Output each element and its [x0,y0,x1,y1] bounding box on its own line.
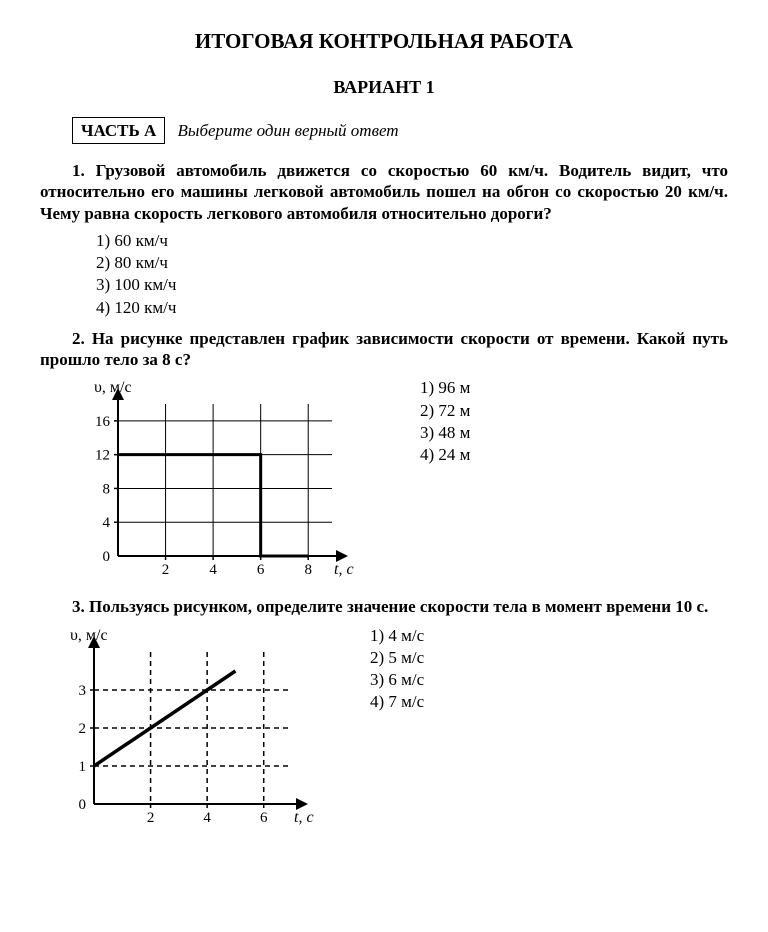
q1-opt-4: 4) 120 км/ч [96,297,728,318]
q2-text: 2. На рисунке представлен график зависим… [40,328,728,371]
q2-chart: 2 4 6 8 0 4 8 12 16 υ, м/с t, с [40,376,380,586]
svg-text:8: 8 [103,482,111,498]
svg-text:t, с: t, с [294,809,314,826]
q1-opt-3: 3) 100 км/ч [96,274,728,295]
svg-text:2: 2 [147,810,155,826]
q3-opt-1: 1) 4 м/с [370,625,728,646]
svg-text:3: 3 [79,683,87,699]
svg-text:υ, м/с: υ, м/с [94,379,132,396]
svg-text:2: 2 [79,721,87,737]
main-title: ИТОГОВАЯ КОНТРОЛЬНАЯ РАБОТА [40,28,728,54]
q1-text: 1. Грузовой автомобиль движется со скоро… [40,160,728,224]
svg-text:υ, м/с: υ, м/с [70,627,108,644]
svg-text:0: 0 [79,797,87,813]
q1-options: 1) 60 км/ч 2) 80 км/ч 3) 100 км/ч 4) 120… [96,230,728,318]
q2-opt-1: 1) 96 м [420,377,728,398]
part-label: ЧАСТЬ А [72,117,165,144]
q3-options: 1) 4 м/с 2) 5 м/с 3) 6 м/с 4) 7 м/с [330,624,728,714]
svg-text:4: 4 [103,515,111,531]
svg-text:6: 6 [260,810,268,826]
svg-text:1: 1 [79,759,87,775]
svg-text:4: 4 [209,562,217,578]
q2-opt-4: 4) 24 м [420,444,728,465]
variant-title: ВАРИАНТ 1 [40,76,728,99]
svg-text:6: 6 [257,562,265,578]
svg-text:2: 2 [162,562,170,578]
q3-opt-3: 3) 6 м/с [370,669,728,690]
svg-text:4: 4 [203,810,211,826]
svg-text:12: 12 [95,448,110,464]
q2-options: 1) 96 м 2) 72 м 3) 48 м 4) 24 м [380,376,728,466]
q3-opt-4: 4) 7 м/с [370,691,728,712]
svg-text:0: 0 [103,549,111,565]
svg-text:t, с: t, с [334,561,354,578]
q2-opt-3: 3) 48 м [420,422,728,443]
q3-row: 2 4 6 0 1 2 3 υ, м/с t, с 1) 4 м/с 2) 5 м/с 3) 6… [40,624,728,834]
q1-opt-2: 2) 80 км/ч [96,252,728,273]
q3-text: 3. Пользуясь рисунком, определите значен… [40,596,728,617]
svg-text:8: 8 [304,562,312,578]
q3-chart: 2 4 6 0 1 2 3 υ, м/с t, с [40,624,330,834]
q2-row: 2 4 6 8 0 4 8 12 16 υ, м/с t, с 1) 96 м 2) 72 м 3)… [40,376,728,586]
instruction: Выберите один верный ответ [178,121,399,140]
q1-opt-1: 1) 60 км/ч [96,230,728,251]
q2-opt-2: 2) 72 м [420,400,728,421]
q3-opt-2: 2) 5 м/с [370,647,728,668]
part-row: ЧАСТЬ А Выберите один верный ответ [72,117,728,144]
svg-text:16: 16 [95,414,111,430]
